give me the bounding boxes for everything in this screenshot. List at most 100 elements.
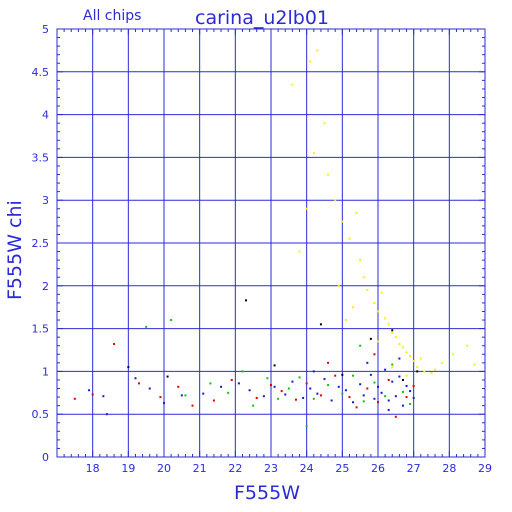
green-point (241, 370, 244, 373)
black-point (245, 299, 248, 302)
red-point (73, 397, 76, 400)
red-point (387, 378, 390, 381)
yellow-point (409, 354, 412, 357)
red-point (230, 378, 233, 381)
red-point (91, 393, 94, 396)
yellow-point (323, 122, 326, 125)
subtitle: All chips (83, 8, 141, 24)
black-point (416, 370, 419, 373)
red-point (319, 394, 322, 397)
yellow-point (344, 319, 347, 322)
yellow-point (412, 360, 415, 363)
black-point (391, 329, 394, 332)
y-tick-label: 0.5 (32, 408, 50, 421)
x-tick-label: 19 (121, 462, 135, 475)
yellow-point (337, 284, 340, 287)
yellow-point (394, 336, 397, 339)
yellow-point (305, 207, 308, 210)
yellow-point (373, 301, 376, 304)
x-tick-label: 21 (193, 462, 207, 475)
red-point (412, 384, 415, 387)
green-point (145, 325, 148, 328)
red-point (348, 396, 351, 399)
blue-point (369, 373, 372, 376)
green-point (266, 377, 269, 380)
blue-point (359, 383, 362, 386)
red-point (113, 343, 116, 346)
x-tick-label: 29 (478, 462, 492, 475)
blue-point (316, 392, 319, 395)
green-point (277, 397, 280, 400)
red-point (377, 401, 379, 404)
x-tick-label: 27 (407, 462, 421, 475)
blue-point (387, 399, 390, 402)
yellow-point (334, 199, 337, 202)
yellow-point (327, 173, 330, 176)
blue-point (401, 404, 404, 407)
blue-point (377, 385, 379, 388)
yellow-point (473, 363, 476, 366)
blue-point (394, 395, 397, 398)
x-tick-label: 24 (300, 462, 314, 475)
green-point (287, 387, 290, 390)
yellow-point (362, 276, 365, 279)
red-point (294, 398, 297, 401)
red-point (305, 382, 308, 385)
green-point (227, 391, 230, 394)
red-point (394, 415, 397, 418)
green-point (305, 425, 308, 428)
red-point (138, 382, 141, 385)
data-points (73, 49, 476, 428)
green-point (252, 404, 255, 407)
blue-point (352, 401, 355, 404)
blue-point (362, 394, 365, 397)
yellow-point (377, 310, 379, 313)
green-point (401, 390, 404, 393)
y-tick-label: 1.5 (32, 323, 50, 336)
red-point (334, 374, 337, 377)
green-point (298, 376, 301, 379)
x-tick-label: 23 (264, 462, 278, 475)
yellow-point (341, 220, 344, 223)
green-point (184, 394, 187, 397)
yellow-point (352, 306, 355, 309)
red-point (327, 361, 330, 364)
green-point (391, 363, 394, 366)
yellow-point (451, 353, 454, 356)
x-tick-label: 20 (157, 462, 171, 475)
black-point (369, 337, 372, 340)
green-point (362, 400, 365, 403)
x-tick-label: 22 (228, 462, 242, 475)
blue-point (344, 389, 347, 392)
yellow-point (312, 152, 315, 155)
blue-point (237, 382, 240, 385)
x-tick-label: 25 (335, 462, 349, 475)
blue-point (148, 387, 151, 390)
blue-point (202, 392, 205, 395)
blue-point (309, 387, 312, 390)
blue-point (88, 389, 91, 392)
blue-point (391, 380, 394, 383)
blue-point (312, 370, 315, 373)
red-point (159, 396, 162, 399)
blue-point (291, 380, 294, 383)
green-point (341, 392, 344, 395)
blue-point (384, 368, 387, 371)
x-tick-label: 18 (86, 462, 100, 475)
yellow-point (359, 259, 362, 262)
yellow-point (380, 291, 383, 294)
red-point (373, 353, 376, 356)
yellow-point (401, 346, 404, 349)
black-point (166, 375, 169, 378)
red-point (405, 396, 408, 399)
y-tick-labels: 0 0.5 1 1.5 2 2.5 3 3.5 4 4.5 5 (32, 23, 50, 464)
green-point (409, 402, 412, 405)
yellow-point (387, 323, 390, 326)
yellow-point (416, 366, 419, 369)
red-point (177, 385, 180, 388)
axis-ticks (56, 28, 486, 458)
blue-point (330, 399, 333, 402)
yellow-point (366, 289, 369, 292)
yellow-point (405, 374, 408, 377)
